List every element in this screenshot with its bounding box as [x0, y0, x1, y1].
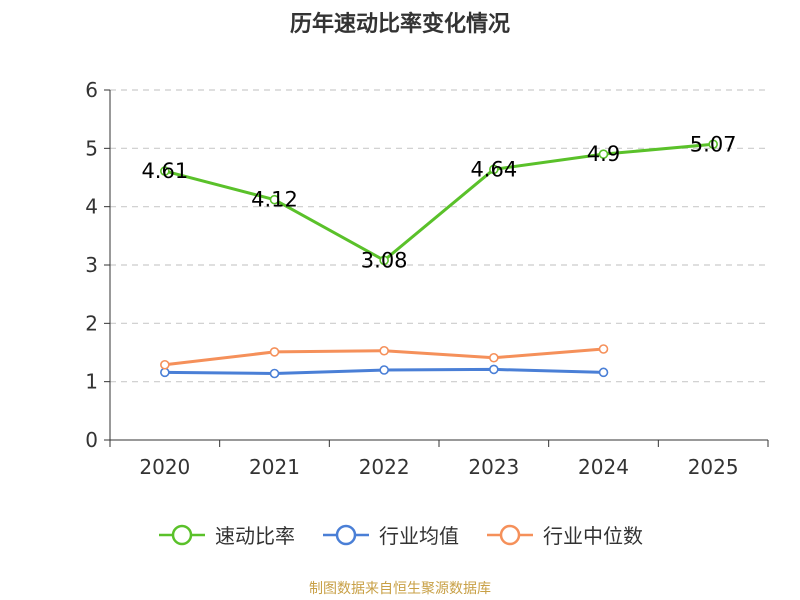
- data-label: 5.07: [690, 132, 737, 156]
- data-label: 4.12: [251, 188, 298, 212]
- x-tick-label: 2021: [249, 455, 300, 479]
- data-point: [598, 149, 609, 159]
- legend-label: 行业中位数: [543, 524, 643, 548]
- data-label: 4.9: [587, 142, 620, 166]
- y-tick-label: 3: [85, 253, 98, 277]
- data-label: 4.64: [470, 157, 517, 181]
- data-label: 3.08: [361, 248, 408, 272]
- x-tick-label: 2025: [688, 455, 739, 479]
- data-point: [160, 359, 170, 370]
- x-tick-label: 2020: [139, 455, 190, 479]
- data-point: [379, 255, 389, 266]
- legend-label: 速动比率: [215, 524, 295, 548]
- data-labels: 4.61 4.12 3.08 4.64 4.9 5.07: [141, 132, 736, 272]
- data-point: [379, 365, 389, 375]
- x-tick-label: 2024: [578, 455, 629, 479]
- y-tick-label: 5: [85, 136, 98, 160]
- x-tick-label: 2023: [468, 455, 519, 479]
- data-point: [269, 347, 280, 357]
- legend-marker-icon: [159, 524, 205, 545]
- series-lines: [160, 139, 718, 379]
- y-tick-label: 1: [85, 370, 98, 394]
- y-tick-label: 0: [85, 428, 98, 452]
- axes: 0 1 2 3 4 5 6 2020 2021 2022 2023 2024 2025: [85, 78, 769, 479]
- legend-item[interactable]: 速动比率: [157, 520, 295, 549]
- data-point: [598, 344, 609, 354]
- grid-lines: [110, 89, 768, 383]
- data-point: [269, 368, 280, 379]
- legend-label: 行业均值: [379, 524, 459, 548]
- series-line: [164, 142, 714, 262]
- data-point: [489, 364, 499, 375]
- chart-title: 历年速动比率变化情况: [289, 12, 510, 37]
- legend: 速动比率 行业均值 行业中位数: [0, 520, 800, 549]
- data-point: [269, 194, 280, 205]
- x-tick-label: 2022: [359, 455, 410, 479]
- data-point: [160, 166, 170, 176]
- legend-item[interactable]: 行业均值: [321, 520, 459, 549]
- data-point: [489, 352, 499, 363]
- legend-marker-icon: [323, 524, 369, 545]
- legend-marker-icon: [487, 524, 533, 545]
- y-tick-label: 4: [85, 195, 98, 219]
- legend-item[interactable]: 行业中位数: [485, 520, 643, 549]
- y-tick-label: 6: [85, 78, 98, 102]
- data-point: [598, 367, 609, 378]
- data-label: 4.61: [141, 159, 188, 183]
- source-note: 制图数据来自恒生聚源数据库: [309, 581, 491, 597]
- y-tick-label: 2: [85, 311, 98, 335]
- data-point: [489, 164, 499, 175]
- data-point: [379, 345, 389, 356]
- data-point: [708, 139, 718, 150]
